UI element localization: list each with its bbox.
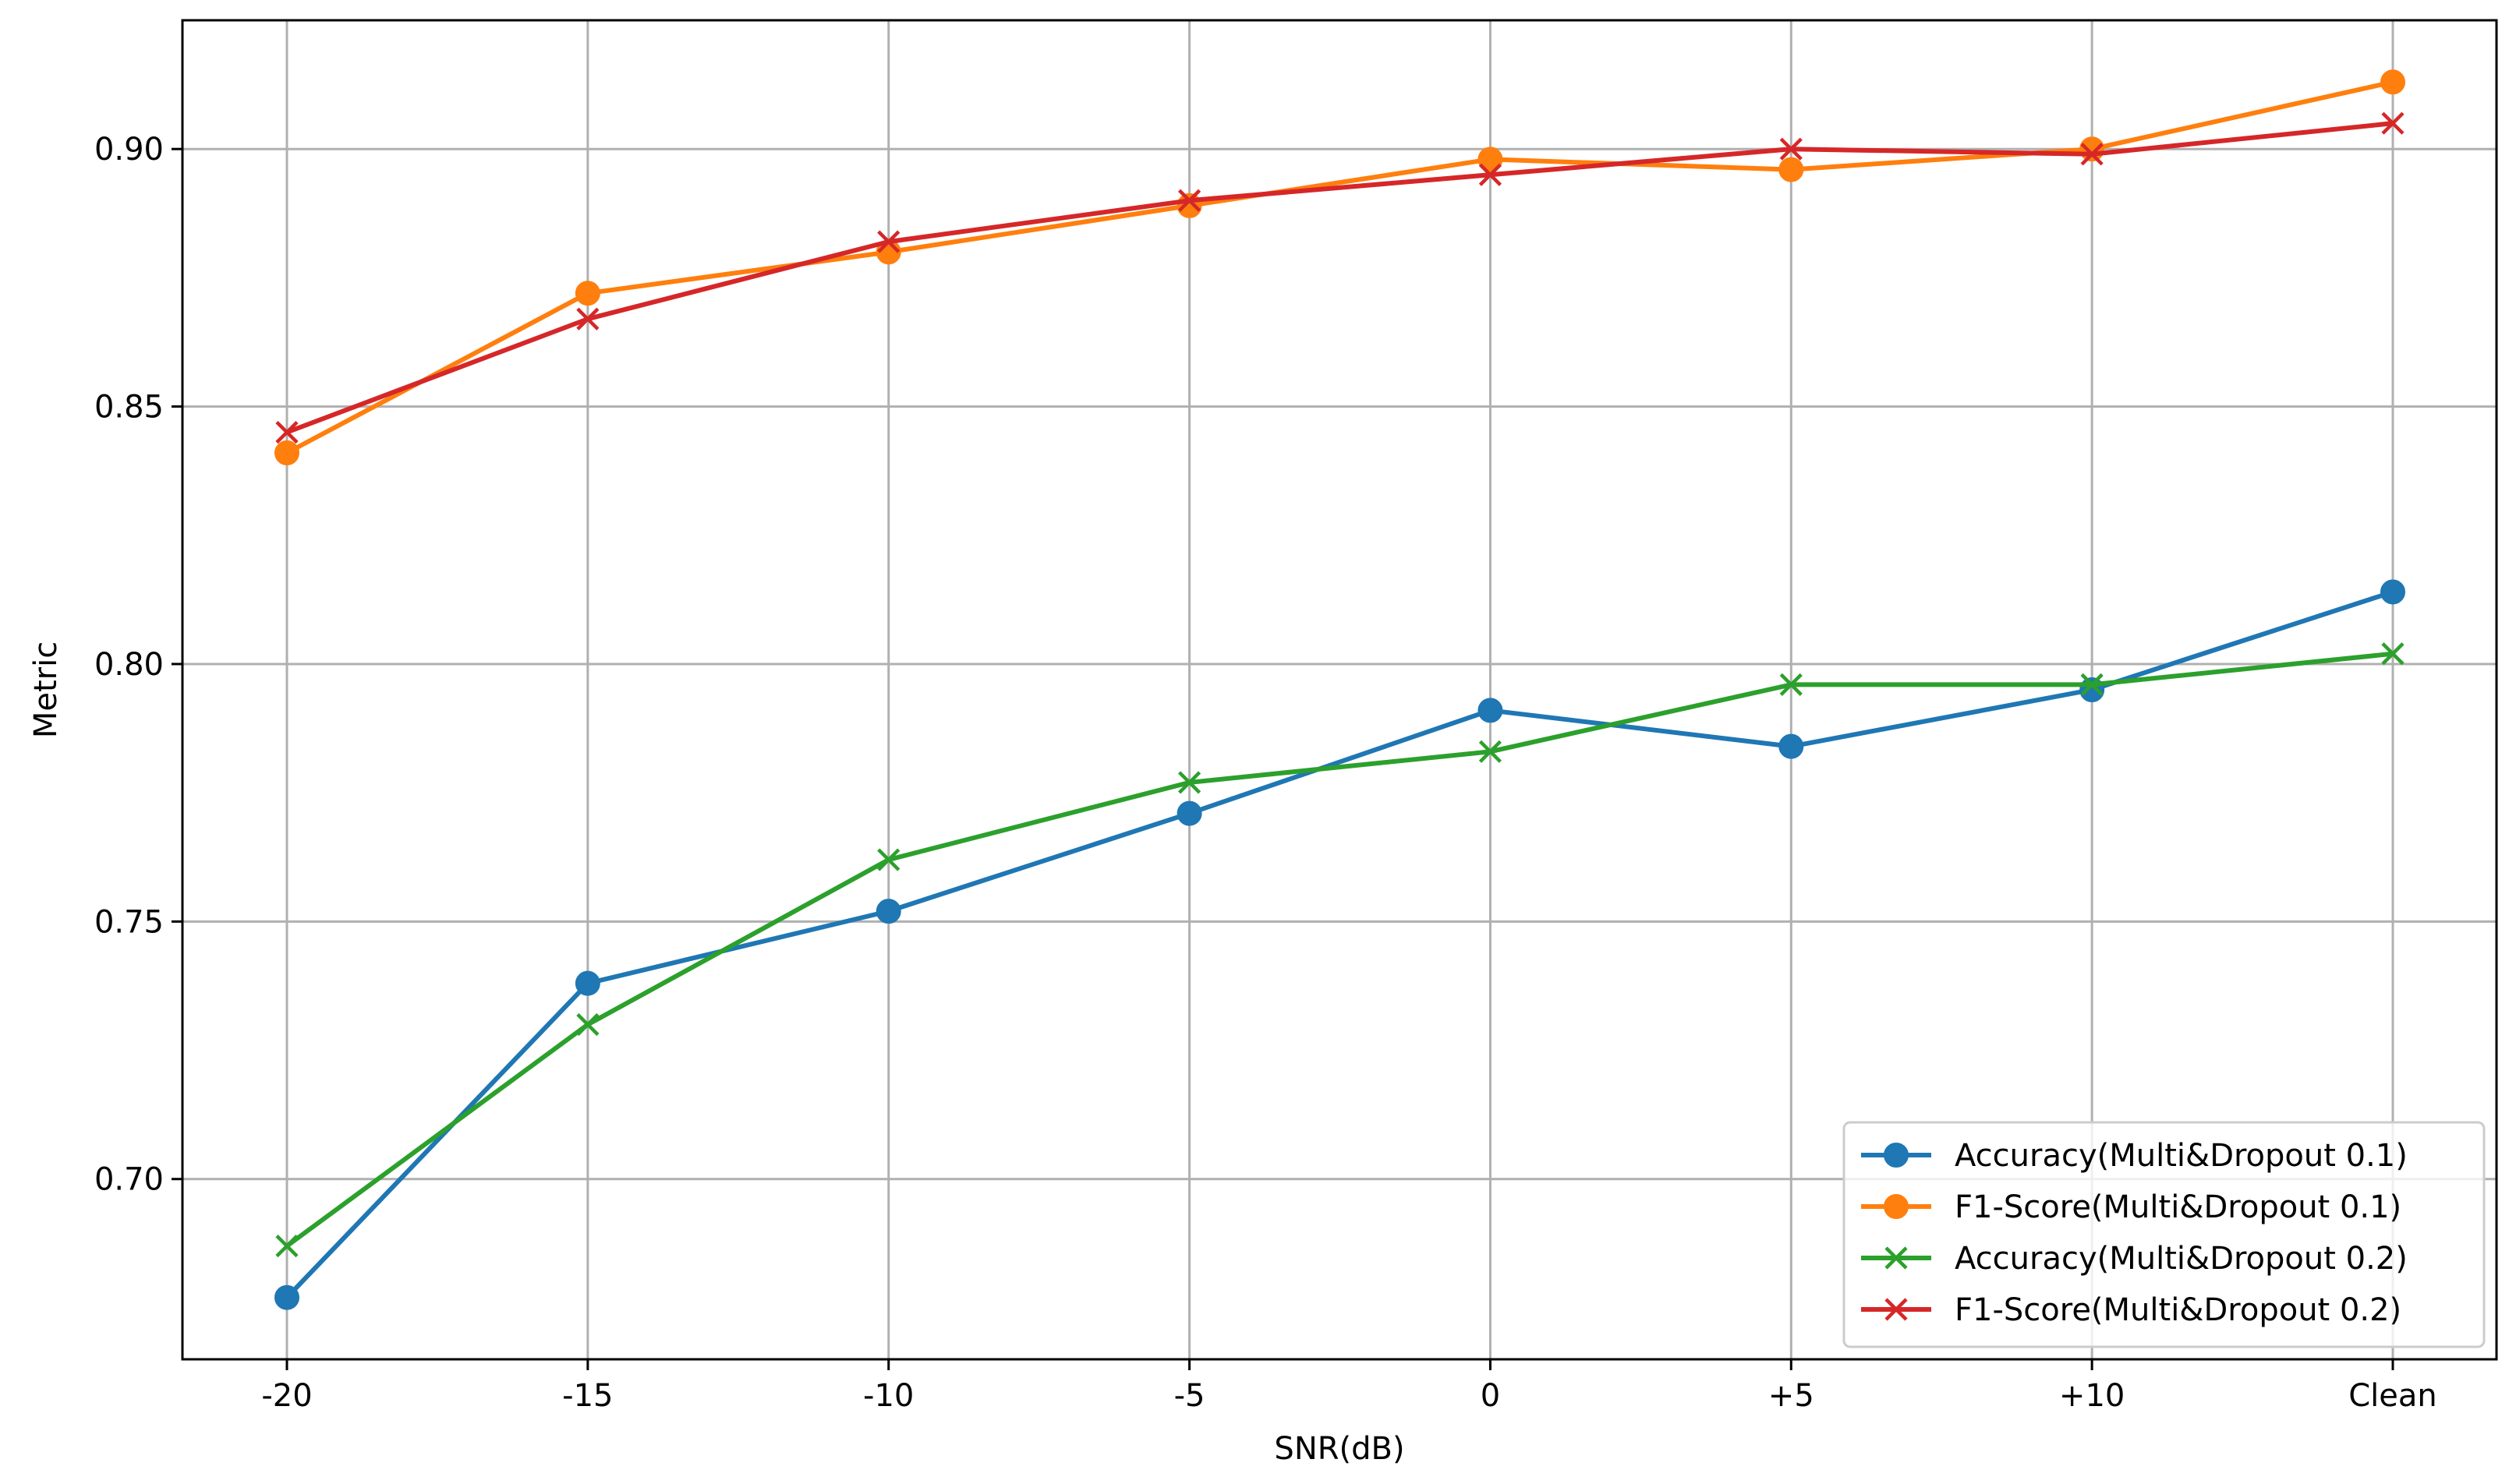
data-point bbox=[575, 281, 600, 306]
data-point bbox=[2080, 143, 2104, 166]
series-4 bbox=[275, 111, 2405, 444]
data-point bbox=[2080, 673, 2104, 696]
legend-marker bbox=[1884, 1143, 1909, 1168]
x-tick-label: -15 bbox=[562, 1378, 613, 1414]
x-axis-label: SNR(dB) bbox=[1274, 1431, 1404, 1467]
series-line bbox=[285, 121, 2395, 435]
data-point bbox=[877, 230, 901, 253]
legend-marker bbox=[1884, 1194, 1909, 1219]
data-point bbox=[1177, 771, 1201, 794]
y-tick-label: 0.75 bbox=[94, 904, 164, 940]
legend-item: F1-Score(Multi&Dropout 0.1) bbox=[1861, 1189, 2401, 1225]
series-layer bbox=[274, 69, 2405, 1310]
legend-marker bbox=[1884, 1298, 1908, 1321]
data-point bbox=[2079, 136, 2105, 162]
data-point bbox=[2380, 69, 2405, 95]
legend-label: Accuracy(Multi&Dropout 0.1) bbox=[1955, 1138, 2408, 1174]
data-point bbox=[1177, 800, 1202, 826]
x-tick-label: +10 bbox=[2059, 1378, 2125, 1414]
legend-label: F1-Score(Multi&Dropout 0.2) bbox=[1955, 1292, 2401, 1328]
data-point bbox=[2380, 579, 2405, 605]
data-point bbox=[1477, 147, 1503, 172]
x-tick-label: 0 bbox=[1481, 1378, 1500, 1414]
data-point bbox=[1478, 740, 1502, 763]
y-tick-label: 0.70 bbox=[94, 1162, 164, 1198]
data-point bbox=[274, 440, 299, 466]
x-tick-label: -20 bbox=[261, 1378, 312, 1414]
data-point bbox=[1177, 189, 1201, 212]
series-3 bbox=[275, 642, 2405, 1258]
series-line bbox=[285, 589, 2395, 1300]
data-point bbox=[1478, 163, 1502, 186]
data-point bbox=[2381, 642, 2405, 666]
x-tick-label: -10 bbox=[863, 1378, 914, 1414]
y-axis: 0.70 0.75 0.80 0.85 0.90 bbox=[94, 132, 182, 1198]
legend-item: Accuracy(Multi&Dropout 0.2) bbox=[1861, 1241, 2408, 1277]
data-point bbox=[1779, 673, 1803, 696]
data-point bbox=[275, 1235, 299, 1258]
legend-marker bbox=[1884, 1246, 1908, 1270]
x-tick-label: +5 bbox=[1768, 1378, 1814, 1414]
legend: Accuracy(Multi&Dropout 0.1) F1-Score(Mult… bbox=[1842, 1121, 2486, 1348]
legend-item: Accuracy(Multi&Dropout 0.1) bbox=[1861, 1138, 2408, 1174]
legend-label: Accuracy(Multi&Dropout 0.2) bbox=[1955, 1241, 2408, 1277]
y-axis-label: Metric bbox=[28, 641, 64, 738]
series-line bbox=[285, 651, 2395, 1249]
data-point bbox=[274, 1284, 299, 1310]
x-tick-label: -5 bbox=[1174, 1378, 1205, 1414]
data-point bbox=[1779, 137, 1803, 161]
legend-box bbox=[1842, 1121, 2486, 1348]
data-point bbox=[2381, 111, 2405, 135]
legend-label: F1-Score(Multi&Dropout 0.1) bbox=[1955, 1189, 2401, 1225]
data-point bbox=[1778, 157, 1804, 182]
data-point bbox=[1477, 698, 1503, 723]
data-point bbox=[876, 899, 901, 924]
plot-frame bbox=[181, 19, 2498, 1361]
legend-item: F1-Score(Multi&Dropout 0.2) bbox=[1861, 1292, 2401, 1328]
data-point bbox=[576, 1012, 600, 1037]
y-tick-label: 0.80 bbox=[94, 647, 164, 683]
x-axis: -20 -15 -10 -5 0 +5 +10 Clean bbox=[261, 1359, 2437, 1414]
data-point bbox=[877, 848, 901, 871]
data-point bbox=[275, 421, 299, 444]
series-1 bbox=[274, 579, 2405, 1310]
data-point bbox=[576, 307, 600, 330]
y-tick-label: 0.85 bbox=[94, 390, 164, 426]
x-tick-label: Clean bbox=[2348, 1378, 2437, 1414]
data-point bbox=[575, 970, 600, 996]
y-tick-label: 0.90 bbox=[94, 132, 164, 168]
data-point bbox=[1778, 733, 1804, 759]
